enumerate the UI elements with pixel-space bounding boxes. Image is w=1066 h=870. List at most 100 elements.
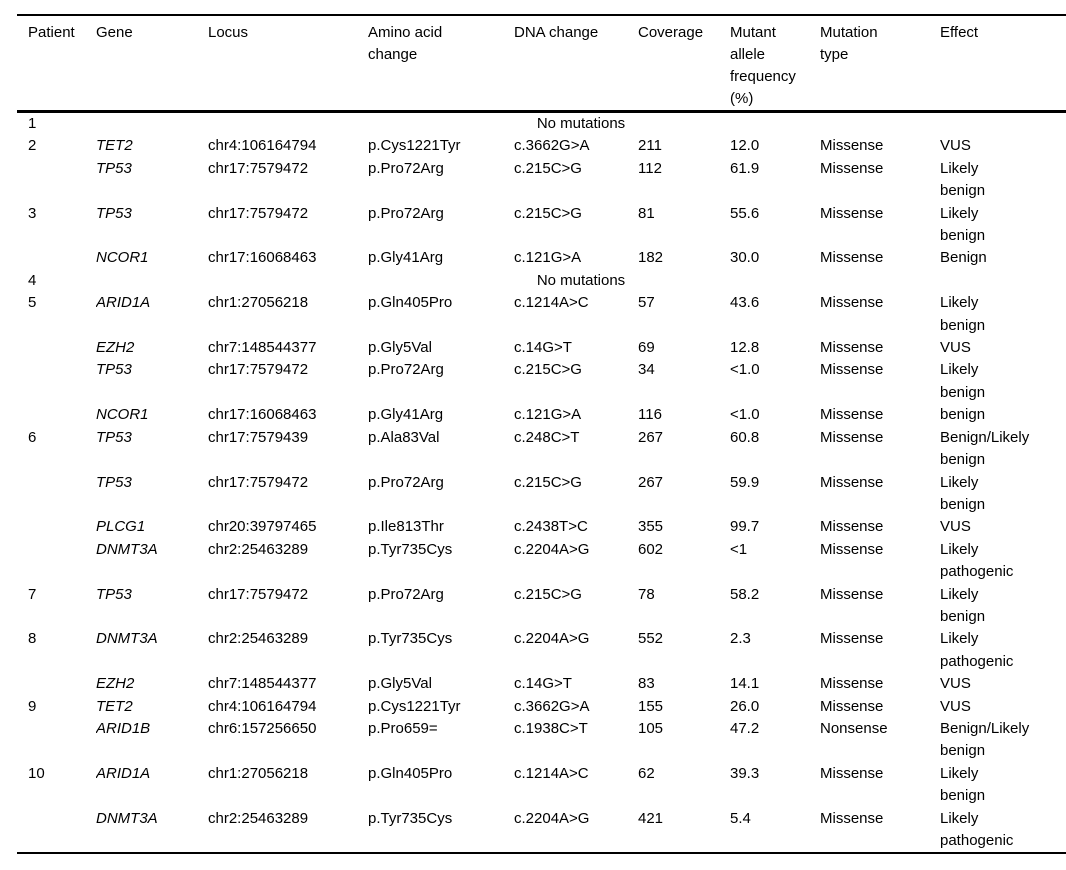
cell-patient: 1 [28, 115, 37, 132]
col-header-dna-change: DNA change [514, 24, 599, 41]
cell-mutation-type: Missense [820, 630, 884, 648]
cell-effect: Likely benign [940, 294, 986, 334]
cell-coverage: 112 [638, 159, 662, 177]
cell-patient [17, 718, 96, 763]
cell-amino-acid-change: p.Pro72Arg [368, 159, 444, 177]
cell-mutant-allele-frequency: 5.4 [730, 809, 751, 827]
cell-gene: EZH2 [96, 675, 135, 693]
cell-gene: TP53 [96, 159, 132, 177]
cell-effect: Likely benign [940, 585, 986, 625]
table-body: 1 No mutations 2 TET2 chr4:106164794 p.Cys122… [17, 112, 1066, 854]
cell-mutation-type: Missense [820, 764, 884, 782]
cell-patient: 4 [28, 271, 37, 289]
table-row: 10 ARID1A chr1:27056218 p.Gln405Pro c.1214A>… [17, 763, 1066, 808]
cell-effect: benign [940, 406, 986, 424]
cell-patient [17, 673, 96, 695]
cell-mutation-type: Missense [820, 361, 884, 379]
cell-coverage: 155 [638, 697, 664, 715]
cell-no-mutations: No mutations [536, 115, 626, 132]
table-row: 2 TET2 chr4:106164794 p.Cys1221Tyr c.3662G>A… [17, 135, 1066, 157]
cell-locus: chr17:16068463 [208, 249, 317, 267]
cell-dna-change: c.121G>A [514, 406, 582, 424]
cell-effect: Benign/Likely benign [940, 428, 1030, 469]
table-row: NCOR1 chr17:16068463 p.Gly41Arg c.121G>A 182… [17, 247, 1066, 269]
cell-gene: TET2 [96, 137, 133, 155]
cell-mutation-type: Missense [820, 675, 884, 693]
cell-mutant-allele-frequency: 30.0 [730, 249, 760, 267]
cell-gene: NCOR1 [96, 406, 149, 424]
table-row: TP53 chr17:7579472 p.Pro72Arg c.215C>G 112 61… [17, 158, 1066, 203]
cell-mutation-type: Missense [820, 585, 884, 603]
cell-locus: chr2:25463289 [208, 630, 309, 648]
cell-dna-change: c.2438T>C [514, 518, 588, 536]
cell-mutation-type: Missense [820, 294, 884, 312]
cell-locus: chr7:148544377 [208, 339, 317, 357]
cell-mutation-type: Nonsense [820, 719, 888, 737]
table-row: DNMT3A chr2:25463289 p.Tyr735Cys c.2204A>G 4… [17, 808, 1066, 854]
col-header-coverage: Coverage [638, 24, 704, 41]
cell-locus: chr4:106164794 [208, 697, 317, 715]
cell-mutant-allele-frequency: 61.9 [730, 159, 760, 177]
cell-locus: chr17:7579472 [208, 585, 309, 603]
cell-amino-acid-change: p.Pro659= [368, 719, 438, 737]
cell-locus: chr17:7579472 [208, 473, 309, 491]
cell-amino-acid-change: p.Tyr735Cys [368, 809, 453, 827]
cell-gene: TET2 [96, 697, 133, 715]
col-header-mutation-type: Mutation type [820, 24, 878, 63]
cell-coverage: 116 [638, 406, 662, 424]
table-row: PLCG1 chr20:39797465 p.Ile813Thr c.2438T>C 3… [17, 516, 1066, 538]
cell-dna-change: c.215C>G [514, 204, 582, 222]
cell-locus: chr4:106164794 [208, 137, 317, 155]
cell-mutant-allele-frequency: 60.8 [730, 428, 760, 446]
table-row: 1 No mutations [17, 112, 1066, 136]
table-row: 6 TP53 chr17:7579439 p.Ala83Val c.248C>T 267 6… [17, 427, 1066, 472]
cell-coverage: 355 [638, 518, 664, 536]
table-row: 5 ARID1A chr1:27056218 p.Gln405Pro c.1214A>C… [17, 292, 1066, 337]
header-row: Patient Gene Locus Amino acid change DNA… [17, 15, 1066, 112]
cell-gene: EZH2 [96, 339, 135, 357]
cell-gene: DNMT3A [96, 540, 158, 558]
cell-mutation-type: Missense [820, 204, 884, 222]
cell-gene: ARID1A [96, 764, 151, 782]
cell-effect: VUS [940, 697, 971, 715]
cell-mutant-allele-frequency: 55.6 [730, 204, 760, 222]
cell-amino-acid-change: p.Cys1221Tyr [368, 697, 461, 715]
table-row: 3 TP53 chr17:7579472 p.Pro72Arg c.215C>G 81 55… [17, 203, 1066, 248]
cell-patient [17, 808, 96, 854]
cell-patient: 8 [28, 630, 37, 648]
cell-mutation-type: Missense [820, 809, 884, 827]
cell-dna-change: c.1214A>C [514, 294, 589, 312]
cell-effect: Likely benign [940, 361, 986, 401]
cell-amino-acid-change: p.Pro72Arg [368, 204, 444, 222]
cell-effect: Benign [940, 249, 987, 267]
table-header: Patient Gene Locus Amino acid change DNA… [17, 15, 1066, 112]
col-header-locus: Locus [208, 24, 249, 41]
col-header-gene: Gene [96, 24, 133, 41]
cell-coverage: 83 [638, 675, 655, 693]
cell-amino-acid-change: p.Ile813Thr [368, 518, 444, 536]
cell-mutant-allele-frequency: 12.8 [730, 339, 760, 357]
cell-mutant-allele-frequency: <1.0 [730, 406, 760, 424]
cell-coverage: 552 [638, 630, 664, 648]
cell-mutation-type: Missense [820, 473, 884, 491]
cell-amino-acid-change: p.Gly41Arg [368, 249, 444, 267]
cell-mutant-allele-frequency: <1.0 [730, 361, 760, 379]
cell-dna-change: c.3662G>A [514, 697, 590, 715]
cell-dna-change: c.2204A>G [514, 540, 590, 558]
cell-mutant-allele-frequency: 12.0 [730, 137, 760, 155]
cell-gene: DNMT3A [96, 809, 158, 827]
cell-coverage: 105 [638, 719, 664, 737]
cell-mutation-type: Missense [820, 137, 884, 155]
cell-dna-change: c.215C>G [514, 585, 582, 603]
cell-effect: Likely pathogenic [940, 809, 1014, 849]
cell-gene: TP53 [96, 428, 132, 446]
table-row: 4 No mutations [17, 270, 1066, 292]
cell-patient: 9 [28, 697, 37, 715]
cell-mutant-allele-frequency: 58.2 [730, 585, 760, 603]
cell-mutation-type: Missense [820, 406, 884, 424]
cell-amino-acid-change: p.Gln405Pro [368, 764, 453, 782]
cell-amino-acid-change: p.Tyr735Cys [368, 540, 453, 558]
cell-gene: TP53 [96, 361, 132, 379]
table-row: 8 DNMT3A chr2:25463289 p.Tyr735Cys c.2204A>G… [17, 628, 1066, 673]
cell-coverage: 267 [638, 473, 664, 491]
